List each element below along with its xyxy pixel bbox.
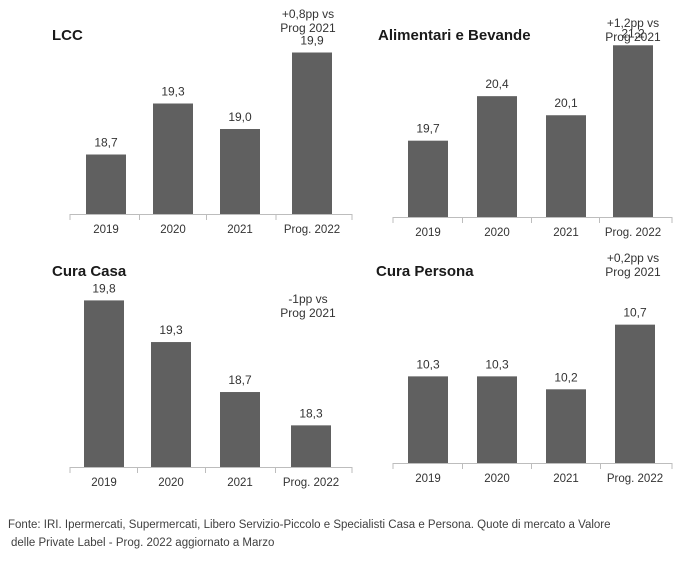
annotation-line: Prog 2021 <box>280 306 336 320</box>
bar <box>546 389 586 463</box>
data-label: 19,7 <box>416 122 440 136</box>
bar <box>615 324 655 463</box>
bar <box>546 115 586 217</box>
data-label: 10,2 <box>554 370 578 384</box>
tick-label: 2021 <box>227 224 253 236</box>
annotation-line: +0,2pp vs <box>607 251 659 265</box>
bar <box>408 376 448 463</box>
bar <box>153 103 193 214</box>
data-label: 18,7 <box>94 136 118 150</box>
data-label: 10,3 <box>416 357 440 371</box>
annotation-line: Prog 2021 <box>280 21 336 35</box>
bar <box>220 129 260 214</box>
data-label: 18,3 <box>299 406 323 420</box>
tick-label: Prog. 2022 <box>283 477 339 489</box>
tick-label: 2020 <box>484 473 510 485</box>
bar <box>220 392 260 467</box>
bar <box>477 376 517 463</box>
source-line-1: Fonte: IRI. Ipermercati, Supermercati, L… <box>8 519 611 531</box>
tick-label: 2021 <box>227 477 253 489</box>
data-label: 19,0 <box>228 110 252 124</box>
tick-label: 2020 <box>484 227 510 239</box>
data-label: 10,7 <box>623 306 647 320</box>
bar <box>408 140 448 217</box>
source-note: Fonte: IRI. Ipermercati, Supermercati, L… <box>8 516 684 552</box>
bar <box>84 300 124 467</box>
bar <box>86 154 126 214</box>
chart-title: Cura Persona <box>376 263 474 280</box>
data-label: 10,3 <box>485 357 509 371</box>
tick-label: 2019 <box>93 224 119 236</box>
tick-label: 2019 <box>415 227 441 239</box>
data-label: 20,1 <box>554 96 578 110</box>
data-label: 19,3 <box>161 85 185 99</box>
data-label: 19,8 <box>92 281 116 295</box>
annotation-line: Prog 2021 <box>605 265 661 279</box>
bar <box>292 52 332 214</box>
tick-label: 2019 <box>91 477 117 489</box>
chart-title: Alimentari e Bevande <box>378 27 531 44</box>
data-label: 19,9 <box>300 34 324 48</box>
tick-label: 2021 <box>553 227 579 239</box>
tick-label: 2020 <box>160 224 186 236</box>
tick-label: 2019 <box>415 473 441 485</box>
tick-label: Prog. 2022 <box>605 227 661 239</box>
data-label: 21,2 <box>621 26 645 40</box>
source-line-2: delle Private Label - Prog. 2022 aggiorn… <box>11 537 275 549</box>
bar <box>613 45 653 217</box>
bar <box>477 96 517 217</box>
tick-label: Prog. 2022 <box>284 224 340 236</box>
data-label: 18,7 <box>228 373 252 387</box>
data-label: 19,3 <box>159 323 183 337</box>
bar <box>151 342 191 467</box>
chart-title: Cura Casa <box>52 263 127 280</box>
annotation-line: -1pp vs <box>288 292 327 306</box>
tick-label: Prog. 2022 <box>607 473 663 485</box>
annotation-line: +1,2pp vs <box>607 16 659 30</box>
data-label: 20,4 <box>485 77 509 91</box>
annotation-line: +0,8pp vs <box>282 7 334 21</box>
chart-title: LCC <box>52 27 83 44</box>
tick-label: 2020 <box>158 477 184 489</box>
tick-label: 2021 <box>553 473 579 485</box>
annotation-line: Prog 2021 <box>605 30 661 44</box>
bar <box>291 425 331 467</box>
